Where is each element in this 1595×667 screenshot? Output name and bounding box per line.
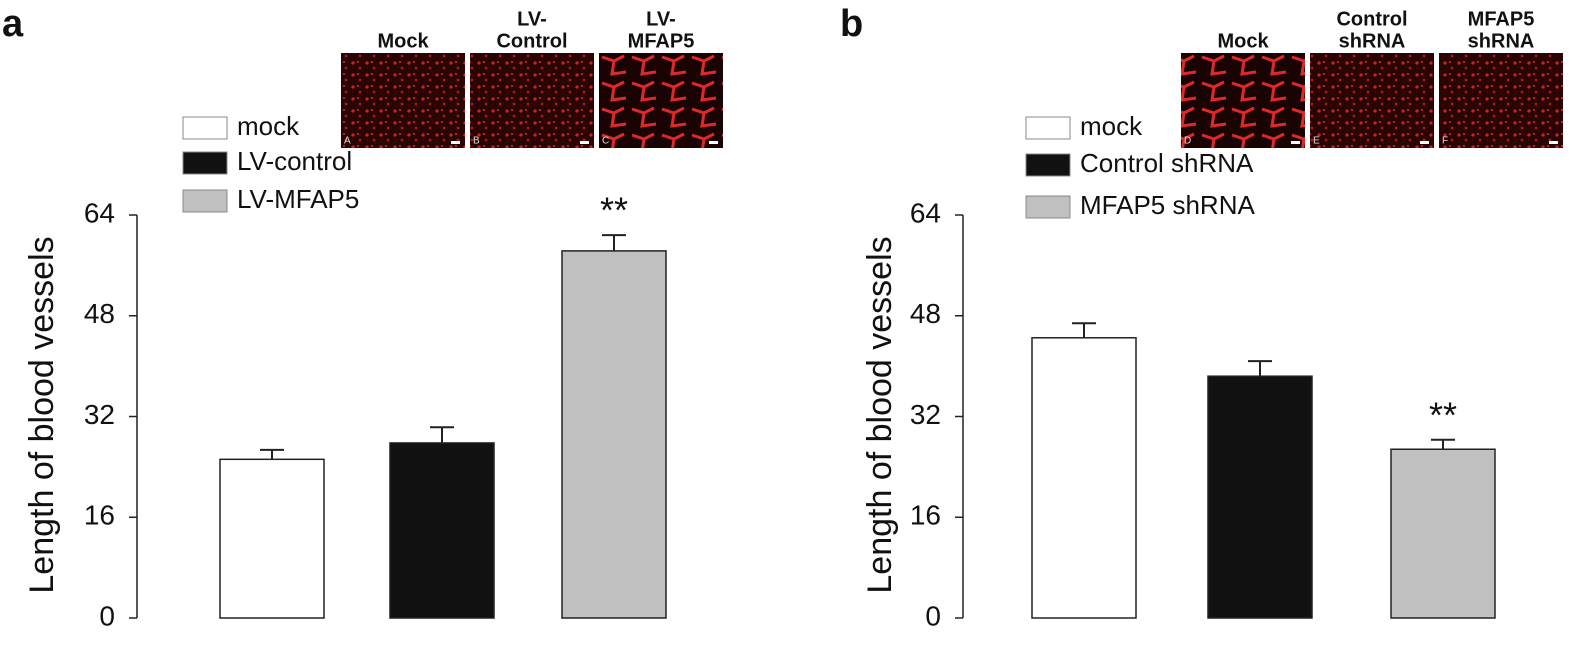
- micrograph: [599, 53, 723, 148]
- image-letter: E: [1313, 136, 1320, 147]
- image-title: Mock: [377, 30, 429, 52]
- y-tick-label: 0: [99, 600, 115, 631]
- bar: [1390, 448, 1496, 619]
- micrograph: [1310, 53, 1434, 148]
- image-letter: B: [473, 136, 480, 147]
- bar: [1031, 337, 1137, 619]
- micrograph: [341, 53, 465, 148]
- y-tick-label: 32: [910, 399, 941, 430]
- y-tick-label: 16: [84, 500, 115, 531]
- panel-label: a: [2, 3, 24, 45]
- legend-swatch: [1025, 195, 1071, 219]
- legend-swatch: [1025, 153, 1071, 177]
- y-tick-label: 48: [84, 298, 115, 329]
- image-title: MFAP5: [1468, 8, 1535, 30]
- micrograph: [1181, 53, 1305, 148]
- scale-bar: [580, 141, 589, 144]
- panel-label: b: [840, 3, 863, 45]
- y-tick-label: 48: [910, 298, 941, 329]
- image-title: LV-: [646, 8, 676, 30]
- legend-label: Control shRNA: [1080, 148, 1254, 178]
- y-axis-label: Length of blood vessels: [23, 236, 61, 593]
- scale-bar: [1549, 141, 1558, 144]
- bar: [1207, 375, 1313, 619]
- legend-label: LV-MFAP5: [237, 184, 359, 214]
- y-tick-label: 16: [910, 500, 941, 531]
- legend-label: mock: [237, 111, 300, 141]
- scale-bar: [709, 141, 718, 144]
- bar: [561, 250, 667, 619]
- legend-swatch: [1025, 116, 1071, 140]
- scale-bar: [451, 141, 460, 144]
- image-title: Control: [1336, 8, 1407, 30]
- image-title: shRNA: [1468, 30, 1535, 52]
- micrograph: [470, 53, 594, 148]
- legend-label: mock: [1080, 111, 1143, 141]
- bar: [219, 458, 325, 619]
- bar: [389, 442, 495, 619]
- micrograph: [1439, 53, 1563, 148]
- image-letter: C: [602, 136, 609, 147]
- legend-swatch: [182, 151, 228, 175]
- scale-bar: [1420, 141, 1429, 144]
- legend-swatch: [182, 189, 228, 213]
- scale-bar: [1291, 141, 1300, 144]
- y-axis-label: Length of blood vessels: [861, 236, 899, 593]
- y-tick-label: 64: [910, 197, 941, 228]
- significance-label: **: [1429, 394, 1457, 435]
- legend-label: MFAP5 shRNA: [1080, 190, 1255, 220]
- image-letter: F: [1442, 136, 1448, 147]
- image-title: LV-: [517, 8, 547, 30]
- y-tick-label: 0: [925, 600, 941, 631]
- image-title: shRNA: [1339, 30, 1406, 52]
- image-title: MFAP5: [628, 30, 695, 52]
- y-tick-label: 64: [84, 197, 115, 228]
- image-letter: A: [344, 136, 351, 147]
- image-letter: D: [1184, 136, 1191, 147]
- image-title: Control: [496, 30, 567, 52]
- legend-label: LV-control: [237, 146, 352, 176]
- significance-label: **: [600, 190, 628, 231]
- image-title: Mock: [1217, 30, 1269, 52]
- legend-swatch: [182, 116, 228, 140]
- y-tick-label: 32: [84, 399, 115, 430]
